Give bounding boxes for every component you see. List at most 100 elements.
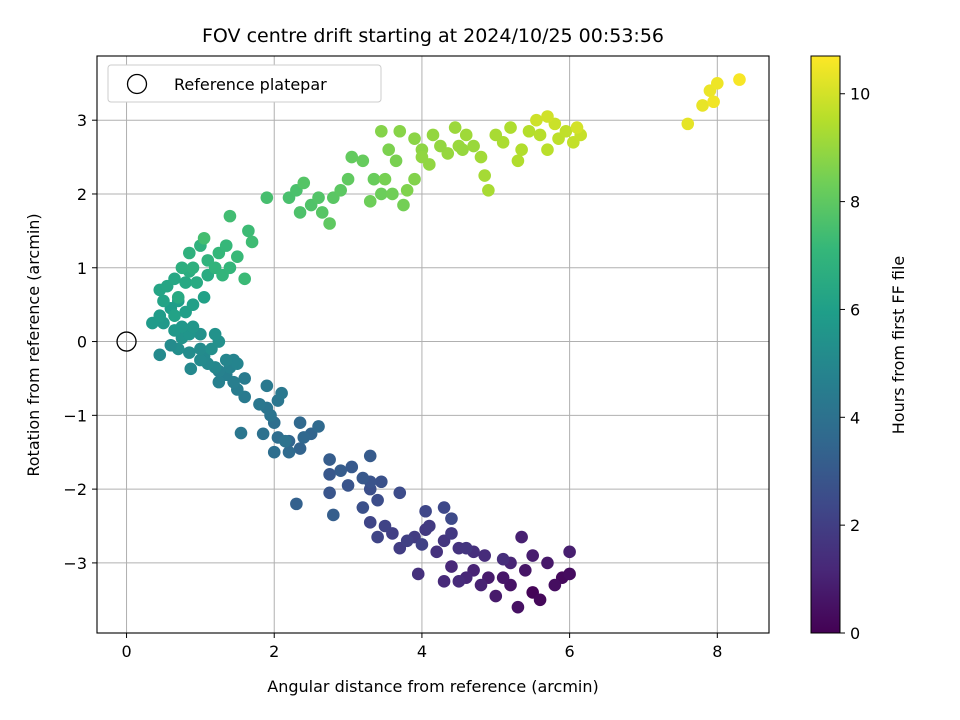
data-point — [559, 124, 573, 138]
colorbar-tick-label: 2 — [850, 516, 860, 535]
data-point — [356, 471, 370, 485]
x-tick-label: 0 — [121, 642, 131, 661]
data-point — [293, 206, 307, 219]
x-tick-label: 6 — [565, 642, 575, 661]
data-point — [327, 508, 340, 522]
data-point — [733, 73, 746, 86]
data-point — [297, 431, 311, 444]
data-point — [323, 453, 336, 466]
x-tick-label: 4 — [417, 642, 427, 661]
data-point — [570, 121, 584, 134]
data-point — [315, 206, 329, 219]
data-point — [238, 372, 251, 385]
data-point — [194, 353, 207, 367]
data-point — [411, 567, 425, 581]
data-point — [511, 600, 525, 614]
data-point — [423, 519, 436, 533]
data-point — [393, 124, 407, 138]
data-point — [408, 172, 421, 186]
data-point — [408, 132, 421, 145]
colorbar: 0 2 4 6 8 10 Hours from first FF file — [810, 55, 908, 643]
data-point — [533, 593, 547, 607]
data-point — [197, 231, 211, 245]
y-axis-ticks: −3 −2 −1 0 1 2 3 — [63, 111, 97, 573]
data-point — [356, 154, 370, 168]
data-point — [430, 545, 443, 559]
data-point — [242, 224, 255, 238]
data-point — [238, 272, 251, 286]
data-point — [168, 324, 181, 337]
data-point — [345, 460, 359, 474]
data-point — [256, 427, 270, 441]
data-point — [519, 563, 532, 577]
y-tick-label: 2 — [77, 185, 87, 204]
data-point — [293, 416, 307, 430]
reference-point-marker — [116, 331, 137, 352]
data-point — [489, 589, 503, 603]
data-point — [341, 172, 355, 186]
data-point — [371, 493, 384, 507]
data-point — [334, 464, 347, 477]
data-point — [367, 172, 381, 186]
data-point — [707, 95, 720, 109]
data-point — [260, 379, 274, 393]
data-point — [267, 445, 281, 459]
x-tick-label: 8 — [712, 642, 722, 661]
data-point — [459, 541, 473, 555]
chart-title: FOV centre drift starting at 2024/10/25 … — [202, 25, 664, 47]
data-point — [323, 486, 336, 500]
data-point — [452, 575, 466, 588]
legend-marker-icon — [126, 73, 148, 95]
data-point — [183, 246, 196, 260]
data-point — [175, 261, 189, 275]
data-point — [197, 290, 211, 304]
data-point — [482, 183, 495, 197]
data-point — [496, 571, 510, 584]
data-point — [496, 552, 510, 566]
data-point — [219, 353, 233, 367]
y-tick-label: −1 — [63, 406, 87, 425]
y-tick-label: −2 — [63, 480, 87, 499]
colorbar-tick-label: 8 — [850, 193, 860, 212]
data-point — [375, 124, 388, 138]
data-point — [363, 449, 377, 463]
data-point — [208, 327, 222, 341]
data-point — [363, 516, 377, 529]
data-point — [474, 578, 488, 592]
data-point — [157, 294, 170, 308]
data-point — [363, 195, 377, 208]
data-point — [515, 530, 528, 544]
x-axis-label: Angular distance from reference (arcmin) — [267, 677, 598, 696]
data-point — [445, 512, 458, 525]
x-tick-label: 2 — [269, 642, 279, 661]
data-point — [345, 150, 359, 164]
data-point — [526, 549, 539, 562]
data-point — [397, 198, 410, 212]
data-point — [297, 176, 311, 190]
data-point — [183, 346, 196, 359]
data-point — [522, 124, 536, 138]
data-point — [548, 578, 562, 592]
data-point — [426, 128, 440, 142]
data-point — [711, 77, 724, 90]
data-point — [334, 183, 347, 197]
data-point — [393, 486, 407, 500]
colorbar-ticks: 0 2 4 6 8 10 — [840, 85, 870, 643]
legend-entry-label: Reference platepar — [174, 75, 327, 94]
data-point — [459, 128, 473, 142]
data-point — [253, 397, 266, 411]
data-point — [681, 117, 695, 131]
data-point — [194, 342, 207, 356]
data-point — [474, 150, 488, 164]
data-point — [456, 143, 469, 157]
data-point — [223, 209, 237, 223]
data-point — [696, 99, 709, 112]
data-point — [231, 357, 244, 370]
data-point — [164, 338, 178, 352]
data-point — [478, 169, 491, 182]
data-point — [323, 217, 336, 230]
legend: Reference platepar — [107, 64, 382, 103]
data-point — [341, 479, 355, 492]
y-tick-label: 1 — [77, 259, 87, 278]
colorbar-tick-label: 4 — [850, 408, 860, 427]
